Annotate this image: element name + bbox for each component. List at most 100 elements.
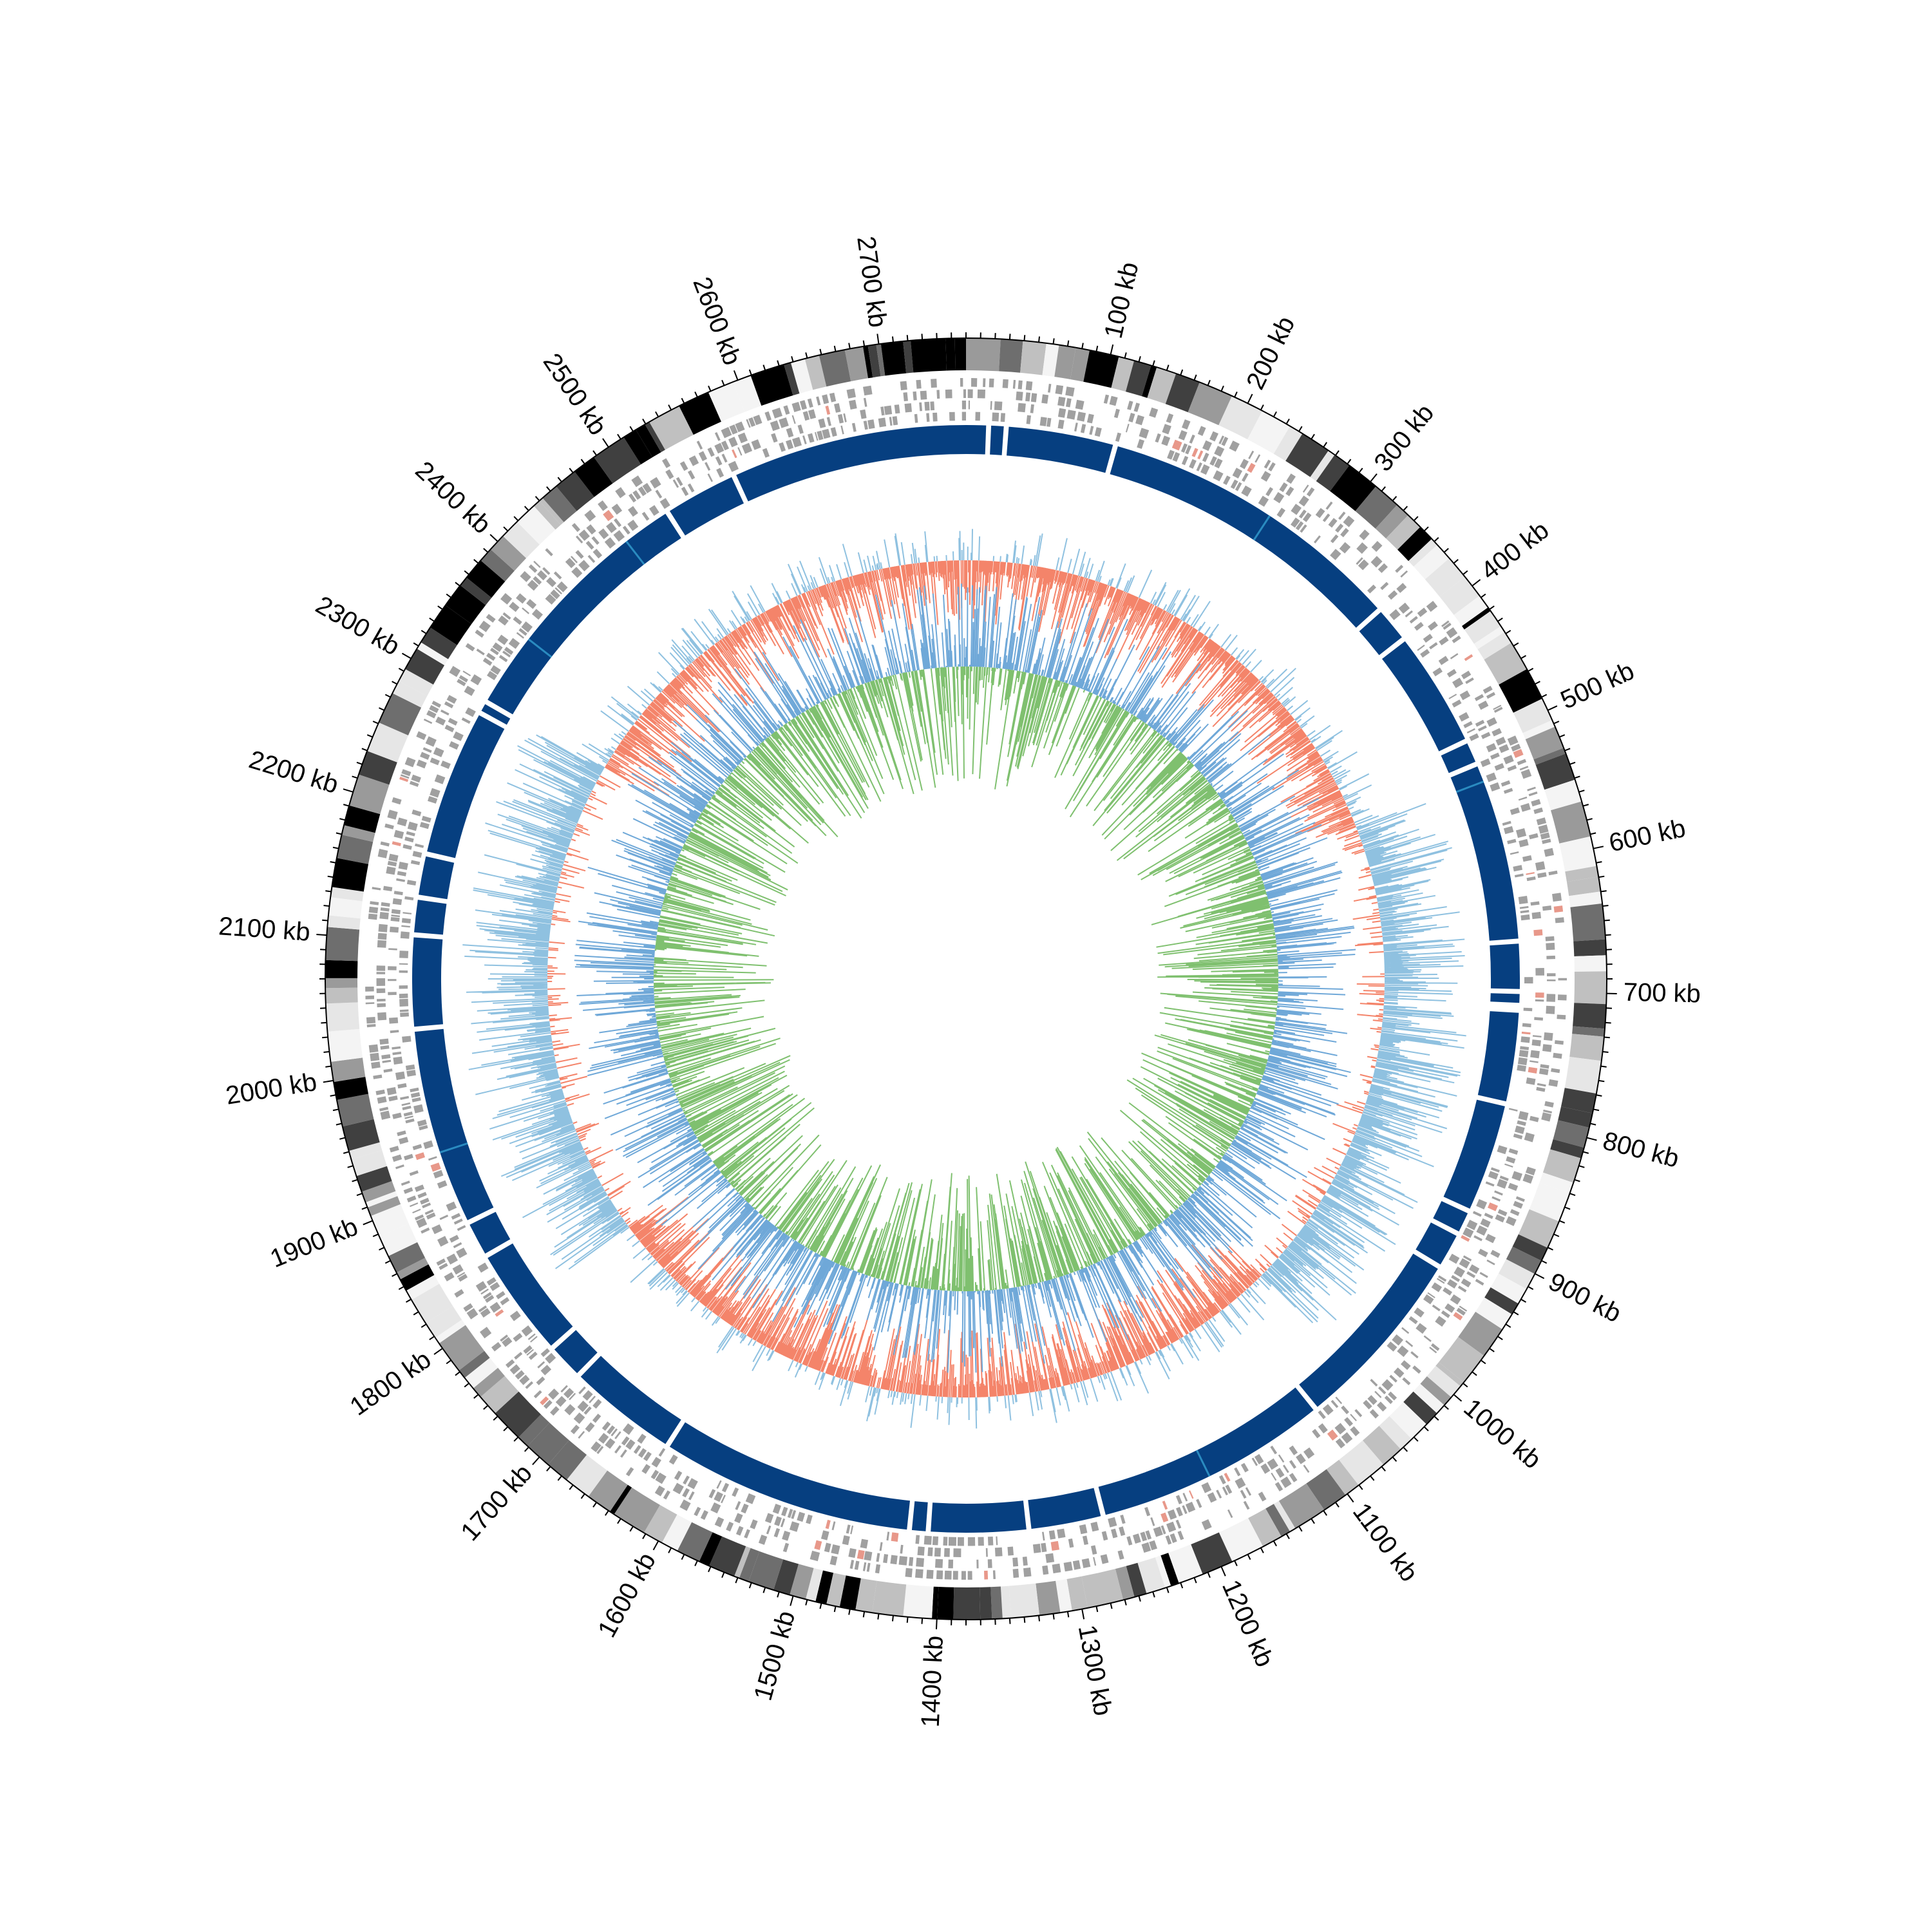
- gene-block: [571, 567, 583, 578]
- synteny-track: [412, 425, 1520, 1533]
- gene-block: [1450, 1294, 1461, 1305]
- ideogram-band-143: [367, 1196, 401, 1217]
- gene-block: [536, 570, 547, 581]
- gene-block: [388, 992, 397, 996]
- synteny-segment-18: [931, 1501, 1027, 1533]
- minor-tick: [1497, 618, 1503, 622]
- gene-block: [1480, 758, 1491, 768]
- gene-block: [681, 486, 689, 497]
- gene-block: [377, 849, 388, 858]
- ideogram-band-117: [699, 1532, 723, 1566]
- gene-block: [614, 1431, 621, 1439]
- gene-block: [961, 400, 966, 410]
- gene-block: [606, 522, 617, 533]
- gene-block: [862, 1562, 867, 1571]
- gene-block: [791, 415, 796, 424]
- ideogram-band-95: [1056, 1579, 1072, 1613]
- gene-block: [904, 403, 912, 413]
- major-tick: [1247, 393, 1253, 404]
- ideogram-band-52: [1569, 1034, 1604, 1061]
- gene-block: [1532, 1035, 1542, 1037]
- axis-label-1700: 1700 kb: [455, 1459, 538, 1547]
- ideogram-band-40: [1544, 779, 1582, 811]
- synteny-segment-3: [1110, 446, 1378, 628]
- gene-block: [1012, 1557, 1019, 1567]
- gene-block: [470, 674, 482, 686]
- gene-block: [492, 642, 503, 652]
- gene-block: [1126, 1536, 1133, 1546]
- gene-block: [1400, 570, 1408, 578]
- gene-block: [1214, 458, 1223, 469]
- ideogram-band-90: [1137, 1557, 1166, 1594]
- ideogram-band-89: [1155, 1555, 1171, 1588]
- gene-block: [592, 549, 603, 559]
- minor-tick: [1497, 1336, 1503, 1340]
- gene-block: [1479, 1272, 1488, 1278]
- gene-block: [1274, 1482, 1283, 1492]
- gene-block: [889, 417, 893, 426]
- gene-block: [1476, 1225, 1488, 1236]
- gene-block: [453, 1242, 462, 1249]
- axis-label-2600: 2600 kb: [687, 273, 746, 369]
- synteny-segment-27: [414, 900, 447, 935]
- minor-tick: [1095, 345, 1099, 352]
- gene-block: [461, 717, 471, 724]
- gene-block: [1441, 1310, 1450, 1318]
- ideogram-band-72: [1420, 1376, 1452, 1406]
- minor-tick: [791, 355, 794, 363]
- ideogram-band-86: [1191, 1532, 1233, 1575]
- gene-block: [1522, 1173, 1534, 1184]
- gene-block: [540, 1348, 550, 1358]
- axis-label-900: 900 kb: [1544, 1267, 1626, 1328]
- ideogram-band-135: [425, 1305, 462, 1338]
- minor-tick: [708, 1566, 712, 1573]
- gene-block: [372, 887, 381, 891]
- gene-block: [1530, 901, 1540, 906]
- ideogram-band-172: [405, 649, 445, 685]
- gene-block: [392, 1046, 401, 1050]
- minor-tick: [455, 1371, 460, 1376]
- gene-block: [1042, 1531, 1045, 1541]
- gene-block: [642, 482, 652, 493]
- gene-block: [1162, 424, 1171, 435]
- ideogram-band-59: [1539, 1172, 1574, 1193]
- ideogram-band-66: [1484, 1287, 1519, 1314]
- gene-block: [933, 412, 938, 422]
- axis-label-2700: 2700 kb: [851, 234, 892, 329]
- gene-block: [1255, 454, 1261, 463]
- minor-tick: [535, 496, 540, 502]
- ideogram-band-139: [396, 1258, 429, 1280]
- ideogram-band-84: [1248, 1508, 1282, 1547]
- gene-block: [1522, 855, 1532, 862]
- synteny-segment-16: [1098, 1387, 1314, 1515]
- minor-tick: [1207, 1572, 1211, 1578]
- gene-block: [548, 1388, 560, 1400]
- gene-block: [388, 948, 397, 951]
- gene-block: [807, 398, 813, 408]
- outer-histogram-track: [462, 529, 1466, 1429]
- ideogram-band-track: [325, 337, 1607, 1620]
- gene-block: [500, 1297, 510, 1305]
- minor-tick: [406, 1298, 412, 1303]
- gene-block: [391, 909, 401, 914]
- gene-block: [1335, 524, 1344, 533]
- ideogram-band-16: [1285, 433, 1329, 477]
- gene-block: [748, 417, 756, 427]
- gene-block: [679, 461, 688, 471]
- gene-block: [1273, 492, 1285, 504]
- ideogram-band-31: [1473, 626, 1505, 650]
- gene-block: [592, 1399, 602, 1409]
- gene-block: [521, 1325, 533, 1337]
- minor-tick: [1311, 1518, 1315, 1524]
- minor-tick: [1234, 392, 1238, 398]
- gene-block: [1371, 541, 1383, 552]
- gene-block: [1302, 484, 1309, 493]
- gene-block: [637, 1434, 647, 1444]
- minor-tick: [1559, 1220, 1566, 1224]
- gene-block: [406, 880, 417, 886]
- gene-block: [1335, 1396, 1343, 1405]
- gene-block: [978, 1537, 984, 1546]
- gene-block: [791, 1510, 797, 1519]
- gene-block: [1513, 1200, 1523, 1209]
- gene-block: [945, 389, 952, 399]
